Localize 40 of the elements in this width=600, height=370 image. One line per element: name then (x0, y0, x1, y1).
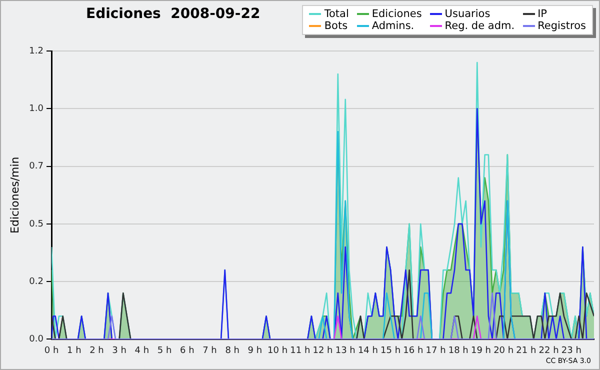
x-tick-label: 21 h (516, 346, 536, 356)
y-tick-label: 0.0 (29, 334, 44, 345)
legend-label: Admins. (372, 20, 414, 32)
y-tick-label: 1.2 (29, 46, 44, 56)
x-tick-label: 5 h (157, 346, 172, 356)
x-tick-label: 14 h (358, 346, 378, 356)
x-tick-label: 7 h (202, 346, 217, 356)
x-tick-label: 20 h (494, 346, 514, 356)
x-tick-label: 10 h (268, 346, 288, 356)
x-tick-label: 13 h (335, 346, 356, 356)
legend-label: Total (324, 8, 349, 20)
y-tick-label: 0.7 (29, 162, 44, 172)
legend-label: Reg. de adm. (444, 20, 515, 32)
x-tick-label: 15 h (380, 346, 401, 356)
x-tick-label: 3 h (112, 346, 126, 356)
x-tick-label: 12 h (312, 346, 333, 356)
legend-label: Registros (538, 20, 586, 32)
x-tick-label: 22 h (538, 346, 559, 356)
y-tick-label: 0.2 (29, 276, 44, 287)
legend-label: Usuarios (444, 8, 490, 20)
x-tick-label: 4 h (134, 346, 150, 356)
x-tick-label: 17 h (426, 346, 446, 356)
chart-title: Ediciones 2008-09-22 (86, 6, 260, 22)
y-tick-label: 0.5 (29, 219, 44, 230)
x-tick-label: 1 h (66, 346, 82, 356)
legend-label: Ediciones (372, 8, 422, 20)
x-tick-label: 2 h (90, 346, 104, 356)
x-tick-label: 16 h (403, 346, 424, 356)
x-tick-label: 0 h (44, 346, 59, 356)
legend-label: IP (538, 8, 547, 20)
x-tick-label: 11 h (290, 346, 310, 356)
x-tick-label: 18 h (448, 346, 468, 356)
x-tick-label: 8 h (225, 346, 240, 356)
x-tick-label: 19 h (470, 346, 491, 356)
x-tick-label: 6 h (180, 346, 194, 356)
x-tick-label: 23 h (561, 346, 582, 356)
x-tick-label: 9 h (248, 346, 262, 356)
y-tick-label: 1.0 (29, 104, 44, 114)
legend-label: Bots (324, 20, 348, 32)
y-axis-title: Ediciones/min (8, 156, 22, 234)
